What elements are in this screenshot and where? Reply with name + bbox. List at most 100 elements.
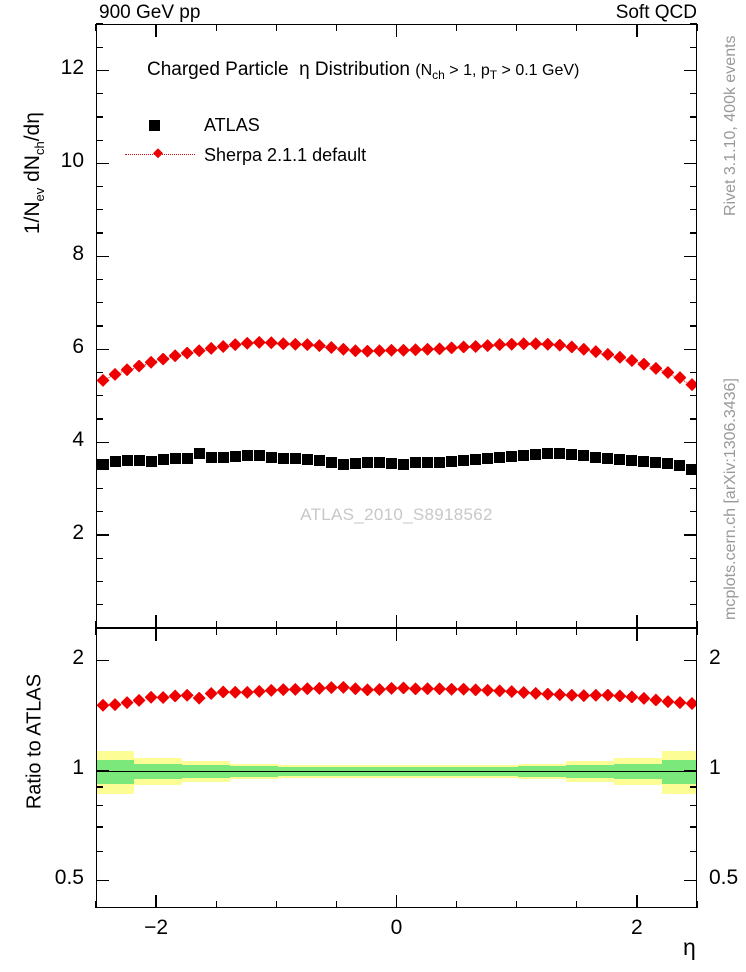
atlas-data-point	[638, 456, 650, 468]
tick	[96, 302, 103, 304]
tick	[690, 23, 697, 25]
sherpa-data-point	[252, 335, 266, 349]
tick	[516, 621, 518, 628]
atlas-data-point	[542, 448, 554, 460]
y-tick-label: 2	[72, 521, 84, 545]
tick	[690, 805, 697, 807]
ratio-sherpa-data-point	[300, 682, 314, 696]
y-tick-label: 8	[72, 242, 84, 266]
ratio-sherpa-data-point	[360, 683, 374, 697]
atlas-data-point	[361, 457, 373, 469]
sherpa-data-point	[469, 340, 483, 353]
legend: ATLAS Sherpa 2.1.1 default	[119, 109, 366, 169]
sherpa-data-point	[384, 343, 398, 357]
analysis-id-watermark: ATLAS_2010_S8918562	[300, 505, 493, 524]
tick	[96, 580, 103, 583]
tick	[155, 24, 157, 37]
atlas-data-point	[229, 450, 241, 462]
tick	[96, 418, 103, 420]
tick	[690, 580, 697, 583]
atlas-data-point	[662, 458, 674, 470]
tick	[96, 769, 109, 771]
sherpa-data-point	[372, 344, 386, 358]
tick	[95, 621, 97, 628]
sherpa-data-point	[541, 337, 555, 351]
tick	[215, 24, 217, 31]
ratio-sherpa-data-point	[252, 684, 266, 698]
ratio-sherpa-data-point	[529, 686, 543, 700]
legend-marker-diamond	[119, 140, 199, 170]
y-tick-label: 6	[72, 335, 84, 359]
atlas-data-point	[109, 456, 121, 468]
tick	[455, 628, 458, 635]
sherpa-data-point	[204, 341, 218, 355]
ratio-sherpa-data-point	[348, 682, 362, 696]
x-tick-label: −2	[144, 916, 169, 939]
legend-label-atlas: ATLAS	[204, 115, 260, 136]
tick	[335, 901, 338, 908]
ratio-sherpa-data-point	[144, 690, 158, 704]
sherpa-data-point	[481, 339, 495, 353]
credit-mcplots-reference: mcplots.cern.ch [arXiv:1306.3436]	[722, 378, 739, 620]
tick	[96, 46, 103, 48]
legend-label-sherpa: Sherpa 2.1.1 default	[204, 145, 367, 166]
sherpa-data-point	[132, 359, 146, 373]
ratio-sherpa-data-point	[132, 693, 146, 707]
sherpa-data-point	[613, 350, 627, 364]
tick	[696, 621, 698, 628]
ratio-sherpa-data-point	[493, 684, 507, 698]
tick	[684, 441, 697, 443]
tick	[96, 255, 109, 257]
tick	[684, 534, 697, 536]
tick	[684, 769, 697, 771]
tick	[690, 278, 697, 281]
tick	[684, 162, 697, 165]
sherpa-data-point	[360, 344, 374, 358]
tick	[96, 232, 103, 234]
atlas-data-point	[674, 460, 686, 472]
tick	[516, 24, 518, 31]
atlas-data-point	[686, 464, 696, 476]
atlas-data-point	[145, 456, 157, 468]
tick	[690, 46, 697, 48]
sherpa-data-point	[673, 371, 687, 385]
main-plot-panel: Charged Particle η Distribution (Nch > 1…	[96, 24, 697, 628]
ratio-y-tick-label-left: 2	[72, 646, 84, 670]
sherpa-data-point	[97, 373, 110, 387]
tick	[395, 628, 398, 641]
sherpa-data-point	[637, 357, 651, 371]
tick	[96, 69, 109, 72]
atlas-data-point	[530, 448, 542, 460]
sherpa-data-point	[348, 344, 362, 358]
sherpa-connector-segment	[391, 350, 404, 352]
y-axis-title-ratio: Ratio to ATLAS	[23, 673, 46, 810]
tick	[96, 850, 103, 853]
ratio-sherpa-data-point	[120, 696, 134, 710]
tick	[690, 93, 697, 95]
sherpa-data-point	[517, 337, 531, 351]
tick	[690, 371, 697, 374]
sherpa-data-point	[228, 338, 242, 352]
sherpa-connector-segment	[523, 343, 536, 345]
sherpa-data-point	[108, 367, 122, 381]
tick	[335, 621, 338, 628]
sherpa-data-point	[421, 342, 435, 356]
atlas-data-point	[554, 448, 566, 460]
tick	[684, 879, 697, 881]
atlas-data-point	[205, 451, 217, 463]
ratio-sherpa-data-point	[168, 689, 182, 703]
legend-entry-atlas[interactable]: ATLAS	[119, 109, 366, 139]
tick	[455, 901, 458, 908]
tick	[690, 116, 697, 118]
tick	[95, 628, 97, 635]
tick	[215, 628, 217, 635]
ratio-sherpa-data-point	[553, 688, 567, 702]
tick	[684, 69, 697, 72]
legend-marker-square	[119, 110, 199, 140]
sherpa-data-point	[156, 352, 170, 366]
x-tick-label: 2	[631, 916, 643, 939]
tick	[636, 895, 638, 908]
legend-entry-sherpa[interactable]: Sherpa 2.1.1 default	[119, 139, 366, 169]
ratio-sherpa-data-point	[336, 680, 350, 694]
ratio-sherpa-data-point	[445, 682, 459, 696]
